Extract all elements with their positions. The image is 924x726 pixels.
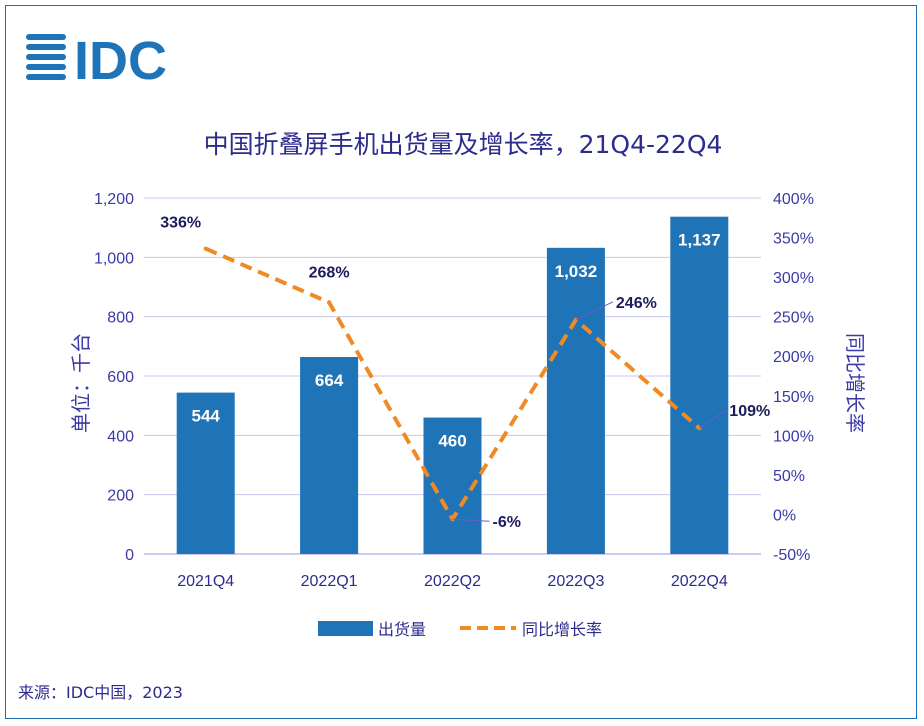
logo-text: IDC — [74, 31, 167, 91]
chart-svg: IDC 中国折叠屏手机出货量及增长率，21Q4-22Q4 544 664 460 1,… — [18, 31, 867, 702]
idc-logo: IDC — [26, 31, 167, 91]
x-axis: 2021Q4 2022Q1 2022Q2 2022Q3 2022Q4 — [177, 573, 728, 590]
growth-value-label: 109% — [729, 403, 770, 420]
x-tick-label: 2022Q4 — [671, 573, 728, 590]
y-tick-label: 600 — [107, 369, 134, 386]
growth-value-label: 246% — [616, 295, 657, 312]
legend-bar-swatch — [318, 621, 373, 636]
x-tick-label: 2021Q4 — [177, 573, 234, 590]
growth-point — [203, 246, 208, 251]
bar — [670, 216, 729, 554]
label-leader-line — [575, 301, 614, 321]
y2-tick-label: -50% — [773, 547, 810, 564]
bar-value-label: 1,137 — [678, 231, 721, 250]
y2-axis-title: 同比增长率 — [843, 333, 867, 433]
y2-tick-label: 200% — [773, 349, 814, 366]
data-labels: 544 664 460 1,032 1,137 336% 268% -6% 246% 109% — [160, 215, 770, 532]
y2-tick-label: 400% — [773, 191, 814, 208]
legend: 出货量 同比增长率 — [318, 620, 602, 639]
growth-point — [327, 300, 332, 305]
y-tick-label: 1,200 — [94, 191, 134, 208]
label-leader-line — [699, 409, 727, 429]
growth-value-label: 268% — [309, 264, 350, 281]
bar — [300, 357, 359, 554]
bar-series — [176, 216, 729, 554]
x-tick-label: 2022Q1 — [301, 573, 358, 590]
y-tick-label: 200 — [107, 488, 134, 505]
y2-tick-label: 250% — [773, 310, 814, 327]
y-axis-right: -50% 0% 50% 100% 150% 200% 250% 300% 350% 400% — [773, 191, 814, 564]
growth-value-label: 336% — [160, 215, 201, 232]
y2-tick-label: 100% — [773, 428, 814, 445]
y2-tick-label: 150% — [773, 389, 814, 406]
label-leader-line — [452, 518, 490, 522]
chart-frame: IDC 中国折叠屏手机出货量及增长率，21Q4-22Q4 544 664 460 1,… — [5, 5, 917, 719]
growth-value-label: -6% — [493, 514, 521, 531]
y-axis-left: 0 200 400 600 800 1,000 1,200 — [94, 191, 134, 564]
y-tick-label: 800 — [107, 310, 134, 327]
x-tick-label: 2022Q2 — [424, 573, 481, 590]
x-tick-label: 2022Q3 — [547, 573, 604, 590]
bar-value-label: 1,032 — [555, 262, 598, 281]
y-axis-title: 单位：千台 — [69, 333, 93, 433]
y2-tick-label: 350% — [773, 231, 814, 248]
legend-line-label: 同比增长率 — [522, 620, 602, 639]
legend-bar-label: 出货量 — [378, 620, 426, 639]
bar-value-label: 460 — [438, 432, 466, 451]
bar — [546, 247, 605, 554]
bar-value-label: 544 — [192, 407, 221, 426]
y2-tick-label: 50% — [773, 468, 805, 485]
bar-value-label: 664 — [315, 371, 344, 390]
bar — [176, 392, 235, 554]
y-tick-label: 1,000 — [94, 250, 134, 267]
source-note: 来源：IDC中国，2023 — [18, 683, 183, 702]
y-tick-label: 0 — [125, 547, 134, 564]
y2-tick-label: 0% — [773, 507, 796, 524]
line-series — [203, 246, 727, 522]
chart-title: 中国折叠屏手机出货量及增长率，21Q4-22Q4 — [204, 130, 723, 159]
y-tick-label: 400 — [107, 428, 134, 445]
y2-tick-label: 300% — [773, 270, 814, 287]
